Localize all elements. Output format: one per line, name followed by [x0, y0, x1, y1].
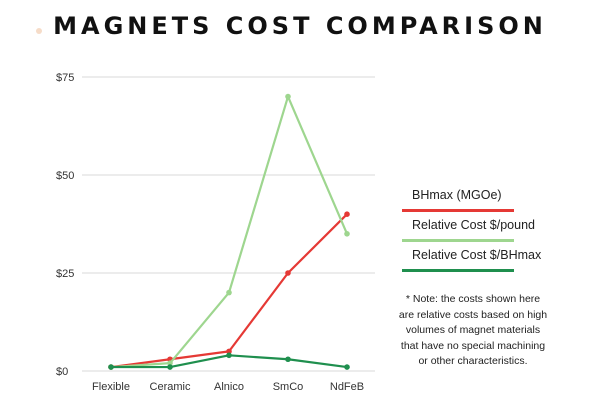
legend-item-bhmax: BHmax (MGOe) [400, 188, 590, 218]
legend-swatch [402, 239, 514, 242]
data-point [167, 364, 173, 370]
y-tick-label: $75 [56, 72, 74, 84]
data-point [285, 93, 291, 100]
series-line-1 [109, 95, 349, 369]
data-point [226, 352, 232, 359]
chart-title: MAGNETS COST COMPARISON [53, 12, 547, 40]
data-point [108, 364, 114, 370]
y-tick-label: $50 [56, 170, 74, 182]
legend-label: Relative Cost $/pound [412, 218, 535, 232]
data-point [285, 270, 291, 276]
legend-swatch [402, 269, 514, 272]
y-tick-label: $0 [56, 366, 68, 378]
footnote: * Note: the costs shown here are relativ… [398, 293, 548, 367]
data-point [344, 231, 350, 237]
x-tick-label: NdFeB [330, 381, 364, 393]
data-point [344, 364, 350, 370]
data-point [344, 211, 350, 217]
legend-item-cost-per-bhmax: Relative Cost $/BHmax [400, 248, 590, 278]
data-point [226, 289, 232, 296]
y-tick-label: $25 [56, 268, 74, 280]
x-tick-label: Alnico [214, 381, 244, 393]
legend-label: BHmax (MGOe) [412, 188, 502, 202]
decorative-dot [36, 28, 42, 34]
legend-swatch [402, 209, 514, 212]
data-point [226, 348, 232, 355]
x-tick-label: Flexible [92, 381, 130, 393]
x-tick-label: SmCo [273, 381, 304, 393]
chart-legend: BHmax (MGOe) Relative Cost $/pound Relat… [400, 188, 590, 278]
data-point [285, 356, 291, 363]
x-tick-label: Ceramic [150, 381, 191, 393]
data-point [167, 360, 173, 366]
legend-item-cost-per-pound: Relative Cost $/pound [400, 218, 590, 248]
legend-label: Relative Cost $/BHmax [412, 248, 542, 262]
